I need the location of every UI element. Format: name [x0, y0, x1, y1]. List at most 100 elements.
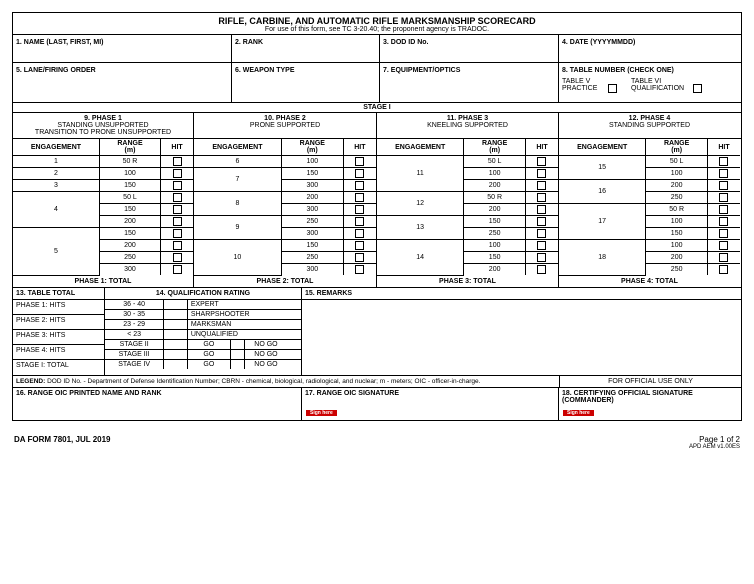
- hit-cell: [525, 216, 558, 228]
- block-13: 13. TABLE TOTAL PHASE 1: HITSPHASE 2: HI…: [13, 288, 105, 375]
- hit-checkbox[interactable]: [719, 193, 728, 202]
- hit-checkbox[interactable]: [537, 229, 546, 238]
- hit-cell: [707, 216, 740, 228]
- hit-checkbox[interactable]: [719, 253, 728, 262]
- hit-checkbox[interactable]: [719, 217, 728, 226]
- hit-cell: [161, 252, 193, 264]
- hit-checkbox[interactable]: [173, 181, 182, 190]
- hit-checkbox[interactable]: [173, 265, 182, 274]
- hit-checkbox[interactable]: [537, 205, 546, 214]
- table-total-line: PHASE 1: HITS: [13, 300, 104, 315]
- hit-checkbox[interactable]: [355, 193, 364, 202]
- hit-checkbox[interactable]: [355, 241, 364, 250]
- range-cell: 300: [281, 228, 343, 240]
- engagement-cell: 10: [194, 240, 281, 276]
- col-header: ENGAGEMENT: [13, 139, 99, 156]
- form-number: DA FORM 7801, JUL 2019: [14, 435, 110, 450]
- stage-row: STAGE IVGONO GO: [105, 359, 301, 369]
- hit-checkbox[interactable]: [355, 217, 364, 226]
- hit-cell: [343, 240, 376, 252]
- hit-cell: [343, 264, 376, 276]
- range-cell: 100: [99, 168, 160, 180]
- hit-cell: [525, 180, 558, 192]
- hit-cell: [707, 180, 740, 192]
- hit-checkbox[interactable]: [537, 265, 546, 274]
- form-title: RIFLE, CARBINE, AND AUTOMATIC RIFLE MARK…: [13, 16, 741, 26]
- title-block: RIFLE, CARBINE, AND AUTOMATIC RIFLE MARK…: [13, 13, 741, 35]
- hit-checkbox[interactable]: [719, 205, 728, 214]
- hit-checkbox[interactable]: [719, 265, 728, 274]
- hit-checkbox[interactable]: [537, 169, 546, 178]
- hit-cell: [161, 168, 193, 180]
- rating-row: 23 - 29MARKSMAN: [105, 319, 301, 329]
- hit-cell: [707, 252, 740, 264]
- hit-checkbox[interactable]: [355, 253, 364, 262]
- table-v-checkbox[interactable]: [608, 84, 617, 93]
- range-cell: 100: [646, 216, 708, 228]
- hit-checkbox[interactable]: [173, 229, 182, 238]
- field-2-label: 2. RANK: [235, 39, 263, 46]
- hit-checkbox[interactable]: [719, 181, 728, 190]
- hit-checkbox[interactable]: [355, 169, 364, 178]
- hit-checkbox[interactable]: [173, 169, 182, 178]
- hit-checkbox[interactable]: [537, 217, 546, 226]
- range-cell: 200: [464, 264, 526, 276]
- hit-checkbox[interactable]: [719, 157, 728, 166]
- phase-total: PHASE 1: TOTAL: [13, 276, 194, 287]
- sign-here-marker: Sign here: [306, 410, 337, 416]
- hit-checkbox[interactable]: [173, 205, 182, 214]
- hit-checkbox[interactable]: [537, 181, 546, 190]
- col-header: RANGE(m): [281, 139, 343, 156]
- page-number: Page 1 of 2: [689, 435, 740, 444]
- page-footer: DA FORM 7801, JUL 2019 Page 1 of 2 APD A…: [0, 433, 754, 456]
- hit-cell: [343, 228, 376, 240]
- range-cell: 250: [646, 264, 708, 276]
- hit-checkbox[interactable]: [173, 241, 182, 250]
- hit-cell: [525, 168, 558, 180]
- hit-checkbox[interactable]: [355, 205, 364, 214]
- engagement-grids: ENGAGEMENTRANGE(m)HIT150 R21003150450 L1…: [13, 139, 741, 276]
- range-cell: 50 R: [99, 156, 160, 168]
- hit-checkbox[interactable]: [355, 265, 364, 274]
- range-cell: 100: [464, 240, 526, 252]
- table-total-line: PHASE 3: HITS: [13, 330, 104, 345]
- range-cell: 150: [99, 180, 160, 192]
- col-header: RANGE(m): [646, 139, 708, 156]
- hit-checkbox[interactable]: [537, 253, 546, 262]
- hit-checkbox[interactable]: [719, 229, 728, 238]
- phase-header-row: 9. PHASE 1STANDING UNSUPPORTEDTRANSITION…: [13, 113, 741, 139]
- field-8-label: 8. TABLE NUMBER (CHECK ONE): [562, 67, 674, 74]
- hit-checkbox[interactable]: [355, 181, 364, 190]
- range-cell: 150: [281, 168, 343, 180]
- field-3-label: 3. DOD ID No.: [383, 39, 429, 46]
- hit-checkbox[interactable]: [173, 217, 182, 226]
- hit-checkbox[interactable]: [173, 193, 182, 202]
- range-cell: 100: [646, 240, 708, 252]
- hit-checkbox[interactable]: [355, 229, 364, 238]
- table-vi-option: TABLE VI QUALIFICATION: [631, 78, 702, 93]
- hit-checkbox[interactable]: [355, 157, 364, 166]
- hit-checkbox[interactable]: [537, 157, 546, 166]
- col-header: HIT: [707, 139, 740, 156]
- range-cell: 150: [464, 252, 526, 264]
- rating-row: 36 - 40EXPERT: [105, 300, 301, 310]
- hit-checkbox[interactable]: [537, 241, 546, 250]
- hit-checkbox[interactable]: [719, 241, 728, 250]
- hit-cell: [525, 252, 558, 264]
- version: APD AEM v1.00ES: [689, 444, 740, 450]
- grid-block: ENGAGEMENTRANGE(m)HIT1150 L1002001250 R2…: [377, 139, 559, 276]
- hit-cell: [343, 204, 376, 216]
- hit-cell: [343, 216, 376, 228]
- range-cell: 300: [281, 264, 343, 276]
- hit-checkbox[interactable]: [537, 193, 546, 202]
- hit-checkbox[interactable]: [173, 157, 182, 166]
- hit-checkbox[interactable]: [719, 169, 728, 178]
- engagement-cell: 2: [13, 168, 99, 180]
- sign-here-marker: Sign here: [563, 410, 594, 416]
- official-use-label: FOR OFFICIAL USE ONLY: [559, 376, 741, 388]
- table-vi-checkbox[interactable]: [693, 84, 702, 93]
- engagement-cell: 16: [559, 180, 646, 204]
- hit-checkbox[interactable]: [173, 253, 182, 262]
- hit-cell: [343, 180, 376, 192]
- range-cell: 150: [281, 240, 343, 252]
